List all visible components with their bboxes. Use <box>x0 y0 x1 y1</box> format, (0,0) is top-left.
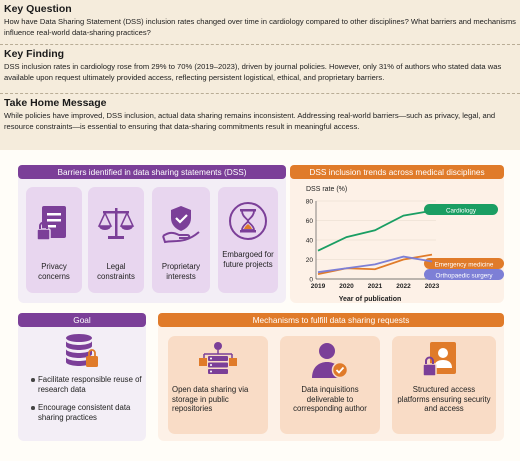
divider <box>0 44 520 45</box>
take-home-text: While policies have improved, DSS inclus… <box>4 111 496 131</box>
y-tick-label: 20 <box>306 257 314 264</box>
x-axis-label: Year of publication <box>339 296 402 303</box>
x-tick-label: 2022 <box>396 283 411 290</box>
document-lock-icon <box>33 202 75 249</box>
author-check-icon <box>310 340 350 385</box>
mechanism-label: Open data sharing via storage in public … <box>172 385 249 414</box>
legend-badge <box>424 204 498 215</box>
hourglass-icon <box>227 200 269 247</box>
take-home-section: Take Home Message While policies have im… <box>4 97 516 132</box>
mechanisms-header: Mechanisms to fulfill data sharing reque… <box>158 313 504 327</box>
goal-bullet: Encourage consistent data sharing practi… <box>31 403 142 422</box>
summary-band <box>0 0 520 150</box>
barrier-label: Embargoed for future projects <box>222 250 274 269</box>
y-tick-label: 0 <box>309 277 313 284</box>
hand-shield-icon <box>160 202 202 249</box>
x-tick-label: 2023 <box>425 283 440 290</box>
key-question-title: Key Question <box>4 3 72 15</box>
barrier-label: Privacy concerns <box>38 262 70 281</box>
barriers-header: Barriers identified in data sharing stat… <box>18 165 286 179</box>
key-finding-text: DSS inclusion rates in cardiology rose f… <box>4 62 502 82</box>
goal-header: Goal <box>18 313 146 327</box>
server-network-icon <box>198 340 238 385</box>
trends-header: DSS inclusion trends across medical disc… <box>290 165 504 179</box>
barrier-card-privacy <box>26 187 82 293</box>
series-line <box>317 209 433 252</box>
y-axis-label: DSS rate (%) <box>306 186 347 193</box>
divider <box>0 93 520 94</box>
legend-label: Emergency medicine <box>435 261 494 268</box>
scales-icon <box>95 202 137 249</box>
key-question-text: How have Data Sharing Statement (DSS) in… <box>4 17 516 37</box>
barrier-card-legal <box>88 187 144 293</box>
profile-lock-icon <box>420 340 464 385</box>
mechanism-label: Structured access platforms ensuring sec… <box>397 385 491 414</box>
x-tick-label: 2019 <box>311 283 326 290</box>
y-tick-label: 60 <box>306 218 314 225</box>
key-finding-section: Key Finding DSS inclusion rates in cardi… <box>4 48 516 83</box>
y-tick-label: 80 <box>306 199 314 206</box>
y-tick-label: 40 <box>306 238 314 245</box>
take-home-title: Take Home Message <box>4 97 107 109</box>
goal-bullet: Facilitate responsible reuse of research… <box>31 375 142 394</box>
key-question-section: Key Question How have Data Sharing State… <box>4 3 516 38</box>
x-tick-label: 2020 <box>339 283 354 290</box>
legend-label: Orthopaedic surgery <box>435 272 493 279</box>
database-lock-icon <box>62 332 102 375</box>
legend-label: Cardiology <box>446 207 477 214</box>
legend-badge <box>424 258 504 269</box>
key-finding-title: Key Finding <box>4 48 65 60</box>
barrier-label: Proprietary interests <box>161 262 201 281</box>
x-tick-label: 2021 <box>368 283 383 290</box>
mechanism-label: Data inquisitions deliverable to corresp… <box>293 385 367 414</box>
series-line <box>317 255 433 274</box>
trends-chart: DSS rate (%) 0 20 40 60 80 2019 2020 2021 2022 20… <box>306 186 504 303</box>
barrier-label: Legal constraints <box>97 262 135 281</box>
legend-badge <box>424 269 504 280</box>
